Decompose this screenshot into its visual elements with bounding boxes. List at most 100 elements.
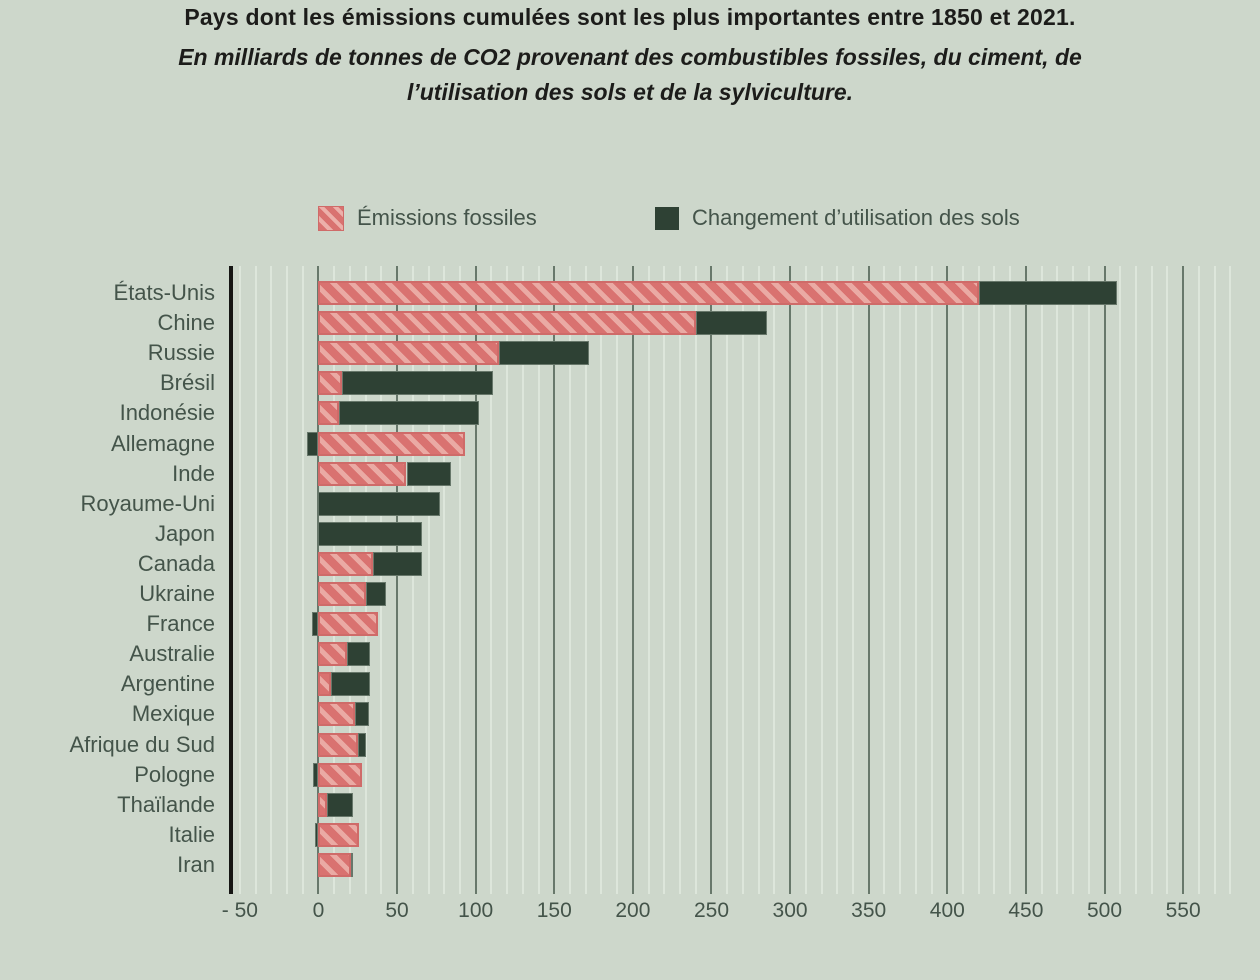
major-gridline: [789, 266, 792, 894]
country-label: Brésil: [159, 370, 215, 396]
bar-segment-landuse: [350, 852, 353, 877]
country-label: Royaume-Uni: [80, 490, 216, 516]
bar-segment-fossil: [318, 732, 358, 757]
minor-gridline: [616, 266, 619, 894]
x-axis-tick-label: 150: [536, 899, 572, 922]
minor-gridline: [1056, 266, 1059, 894]
legend-item-land-use-change: Changement d’utilisation des sols: [655, 205, 1020, 231]
minor-gridline: [1229, 266, 1232, 894]
bar-segment-landuse: [318, 521, 423, 546]
bar-segment-fossil: [318, 281, 979, 305]
country-label: France: [146, 611, 215, 637]
minor-gridline: [443, 266, 446, 894]
bar-segment-landuse: [365, 582, 387, 606]
major-gridline: [396, 266, 399, 894]
bar-segment-landuse: [373, 551, 423, 576]
bar-segment-fossil: [318, 551, 374, 576]
minor-gridline: [679, 266, 682, 894]
minor-gridline: [1166, 266, 1169, 894]
bar-segment-landuse: [406, 461, 451, 486]
bar-segment-landuse: [342, 371, 493, 396]
bar-segment-landuse: [312, 762, 319, 787]
minor-gridline: [1040, 266, 1043, 894]
fossil-hatch-swatch-icon: [318, 205, 344, 231]
minor-gridline: [899, 266, 902, 894]
bar-segment-landuse: [307, 431, 319, 456]
country-label: Indonésie: [119, 400, 215, 426]
minor-gridline: [804, 266, 807, 894]
major-gridline: [631, 266, 634, 894]
minor-gridline: [977, 266, 980, 894]
bar-segment-landuse: [338, 401, 479, 426]
minor-gridline: [270, 266, 273, 894]
minor-gridline: [301, 266, 304, 894]
chart-title: Pays dont les émissions cumulées sont le…: [184, 4, 1076, 30]
x-axis-tick-label: 350: [851, 899, 887, 922]
bar-segment-landuse: [312, 612, 319, 637]
bar-segment-fossil: [318, 702, 355, 727]
country-label: Pologne: [134, 761, 215, 787]
bar-segment-fossil: [318, 461, 407, 486]
country-label: Allemagne: [111, 430, 215, 456]
minor-gridline: [1072, 266, 1075, 894]
bar-segment-fossil: [318, 642, 347, 667]
country-label: Russie: [147, 340, 215, 366]
country-label: États-Unis: [113, 280, 215, 305]
minor-gridline: [883, 266, 886, 894]
minor-gridline: [741, 266, 744, 894]
legend-item-fossil-emissions: Émissions fossiles: [318, 205, 537, 231]
bar-segment-fossil: [318, 341, 500, 366]
minor-gridline: [427, 266, 430, 894]
chart-subtitle: En milliards de tonnes de CO2 provenant …: [0, 40, 1260, 110]
country-label: Mexique: [131, 701, 215, 727]
x-axis-tick-label: 50: [385, 899, 409, 922]
chart-subtitle-line2: l’utilisation des sols et de la sylvicul…: [406, 79, 854, 105]
bar-segment-fossil: [318, 672, 332, 697]
minor-gridline: [663, 266, 666, 894]
bar-segment-landuse: [354, 702, 369, 727]
x-axis-tick-label: 550: [1165, 899, 1201, 922]
x-axis-tick-label: - 50: [221, 899, 258, 922]
minor-gridline: [820, 266, 823, 894]
x-axis-tick-labels: - 50 0 50 100 150 200 250 300 350 400 450 500 550: [222, 899, 1246, 929]
major-gridline: [867, 266, 870, 894]
major-gridline: [553, 266, 556, 894]
country-label: Inde: [172, 460, 215, 486]
minor-gridline: [333, 266, 336, 894]
minor-gridline: [914, 266, 917, 894]
bar-segment-landuse: [695, 311, 767, 336]
minor-gridline: [584, 266, 587, 894]
chart-subtitle-line1: En milliards de tonnes de CO2 provenant …: [178, 44, 1082, 70]
minor-gridline: [647, 266, 650, 894]
minor-gridline: [962, 266, 965, 894]
minor-gridline: [506, 266, 509, 894]
minor-gridline: [458, 266, 461, 894]
major-gridline: [1103, 266, 1106, 894]
minor-gridline: [569, 266, 571, 894]
x-axis-tick-label: 400: [929, 899, 965, 922]
minor-gridline: [851, 266, 854, 894]
minor-gridline: [380, 266, 383, 894]
bar-segment-fossil: [318, 612, 379, 637]
bar-segment-fossil: [318, 762, 363, 787]
bar-segment-landuse: [314, 822, 319, 847]
major-gridline: [1182, 266, 1185, 894]
legend-label-fossil: Émissions fossiles: [357, 205, 537, 230]
minor-gridline: [1087, 266, 1090, 894]
bar-segment-landuse: [331, 672, 371, 697]
country-label: Japon: [155, 520, 215, 546]
minor-gridline: [1197, 266, 1200, 894]
minor-gridline: [490, 266, 493, 894]
minor-gridline: [930, 266, 933, 894]
major-gridline: [710, 266, 713, 894]
minor-gridline: [286, 266, 289, 894]
plot-area: [229, 266, 1246, 894]
major-gridline: [946, 266, 949, 894]
x-axis-tick-label: 500: [1086, 899, 1123, 922]
bar-segment-fossil: [318, 401, 339, 426]
country-label: Afrique du Sud: [69, 731, 215, 757]
bar-segment-fossil: [318, 792, 328, 817]
major-gridline: [1024, 266, 1027, 894]
bar-segment-fossil: [318, 852, 351, 877]
